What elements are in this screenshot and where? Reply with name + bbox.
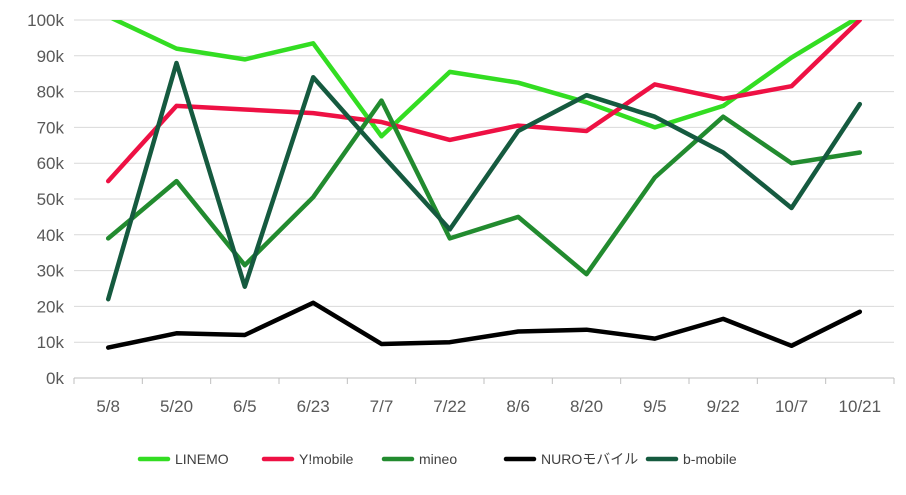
y-tick-label: 20k [37,297,65,316]
x-tick-label: 5/8 [96,397,120,416]
legend-label: LINEMO [175,451,229,467]
legend-item: LINEMO [137,451,229,467]
x-axis [73,377,895,384]
x-tick-label: 8/6 [506,397,530,416]
y-tick-label: 80k [37,83,65,102]
legend-item: NUROモバイル [503,451,638,467]
legend: LINEMO Y!mobile mineo NUROモバイル b-mobile [137,451,737,467]
x-tick-label: 7/22 [433,397,466,416]
y-tick-label: 0k [46,369,64,388]
plot-area [105,20,863,350]
x-tick-label: 8/20 [570,397,603,416]
y-tick-label: 50k [37,190,65,209]
x-axis-labels: 5/8 5/20 6/5 6/23 7/7 7/22 8/6 8/20 9/5 9/22 10/7 1… [96,397,881,416]
y-tick-label: 90k [37,47,65,66]
legend-label: NUROモバイル [541,451,638,467]
x-tick-label: 10/7 [775,397,808,416]
series-line-y-mobile [105,20,863,184]
legend-item: mineo [381,451,457,467]
y-axis-labels: 0k 10k 20k 30k 40k 50k 60k 70k 80k 90k 100k [27,11,64,388]
x-tick-label: 6/5 [233,397,257,416]
series-line-mineo [105,98,863,277]
series-line-nuro- [105,300,863,350]
x-tick-label: 9/22 [707,397,740,416]
legend-item: b-mobile [645,451,737,467]
legend-label: mineo [419,451,457,467]
legend-label: Y!mobile [299,451,354,467]
x-tick-label: 6/23 [297,397,330,416]
gridlines [74,19,894,343]
y-tick-label: 40k [37,226,65,245]
legend-label: b-mobile [683,451,737,467]
series-line-linemo [110,20,859,139]
x-tick-label: 7/7 [370,397,394,416]
x-tick-label: 10/21 [839,397,882,416]
y-tick-label: 10k [37,333,65,352]
series-line-b-mobile [105,60,863,302]
y-tick-label: 30k [37,262,65,281]
x-tick-label: 5/20 [160,397,193,416]
y-tick-label: 70k [37,118,65,137]
y-tick-label: 60k [37,154,65,173]
y-tick-label: 100k [27,11,64,30]
legend-item: Y!mobile [261,451,354,467]
x-tick-label: 9/5 [643,397,667,416]
